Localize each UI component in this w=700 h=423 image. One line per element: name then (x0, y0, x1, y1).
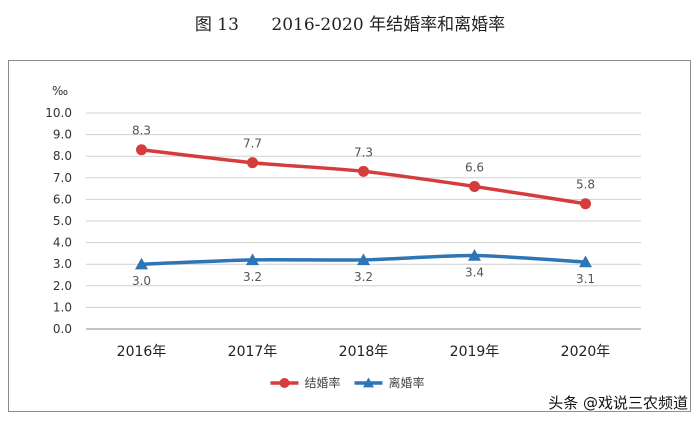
figure-title: 图 13 2016-2020 年结婚率和离婚率 (0, 10, 700, 35)
data-point-marker (357, 253, 370, 266)
legend-marker (279, 378, 290, 388)
y-tick-label: 1.0 (53, 300, 72, 314)
line-chart: 0.0 1.0 2.0 3.0 4.0 5.0 6.0 7.0 8.0 9.0 10.0 ‰ 2016年… (45, 84, 641, 390)
y-tick-label: 4.0 (53, 236, 72, 250)
figure-caption: 2016-2020 年结婚率和离婚率 (271, 15, 506, 35)
data-label: 6.6 (465, 160, 484, 174)
data-point-marker (247, 157, 258, 169)
data-label: 3.1 (576, 272, 595, 286)
data-point-marker (135, 257, 148, 270)
data-point-marker (246, 253, 259, 266)
legend-label: 离婚率 (389, 375, 425, 390)
legend-item: 结婚率 (270, 375, 341, 390)
data-label: 3.4 (465, 266, 484, 280)
figure-number: 图 13 (194, 15, 239, 35)
data-label: 3.0 (132, 274, 151, 288)
data-label: 3.2 (243, 270, 262, 284)
x-tick-label: 2016年 (117, 344, 167, 360)
data-label: 8.3 (132, 124, 151, 138)
data-point-marker (580, 198, 591, 210)
data-point-marker (469, 180, 480, 192)
y-tick-label: 10.0 (45, 106, 72, 120)
data-label: 7.3 (354, 145, 373, 159)
data-labels: 8.3 7.7 7.3 6.6 5.8 3.0 3.2 3.2 3.4 3.1 (132, 124, 595, 288)
x-tick-label: 2017年 (228, 344, 278, 360)
data-point-marker (358, 165, 369, 177)
y-tick-label: 9.0 (53, 128, 72, 142)
data-label: 7.7 (243, 137, 262, 151)
chart-frame: 0.0 1.0 2.0 3.0 4.0 5.0 6.0 7.0 8.0 9.0 10.0 ‰ 2016年… (8, 60, 691, 412)
data-point-marker (468, 249, 481, 261)
grid-lines (86, 112, 641, 330)
y-unit-label: ‰ (52, 84, 68, 98)
y-tick-label: 8.0 (53, 149, 72, 163)
watermark: 头条 @戏说三农频道 (548, 394, 688, 412)
legend-marker (363, 377, 374, 388)
y-tick-label: 7.0 (53, 171, 72, 185)
y-tick-label: 3.0 (53, 257, 72, 271)
legend: 结婚率 离婚率 (270, 375, 425, 390)
data-label: 3.2 (354, 270, 373, 284)
data-point-marker (579, 255, 592, 268)
legend-label: 结婚率 (305, 375, 341, 390)
axes: 0.0 1.0 2.0 3.0 4.0 5.0 6.0 7.0 8.0 9.0 10.0 ‰ 2016年… (45, 84, 610, 360)
y-tick-label: 5.0 (53, 214, 72, 228)
y-tick-label: 2.0 (53, 279, 72, 293)
series-layer (135, 144, 592, 270)
data-label: 5.8 (576, 178, 595, 192)
x-tick-label: 2020年 (561, 344, 611, 360)
legend-item: 离婚率 (354, 375, 425, 390)
y-tick-label: 0.0 (53, 322, 72, 336)
x-tick-label: 2019年 (450, 344, 500, 360)
y-tick-label: 6.0 (53, 192, 72, 206)
data-point-marker (136, 144, 147, 156)
x-tick-label: 2018年 (339, 344, 389, 360)
